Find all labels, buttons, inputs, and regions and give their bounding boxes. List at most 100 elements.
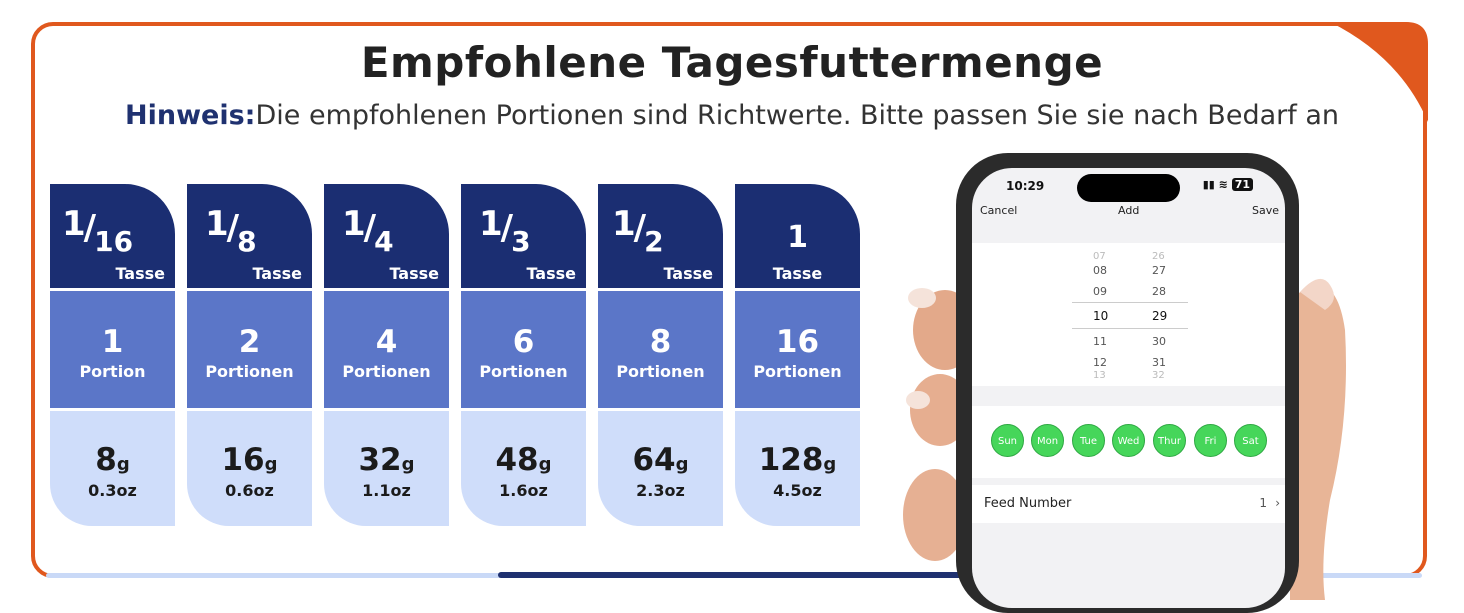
grams-value: 64g [632, 442, 689, 478]
time-picker[interactable]: 07 08 09 10 11 12 13 26 27 28 29 30 31 3… [972, 243, 1285, 386]
minute-option[interactable]: 32 [1152, 370, 1165, 381]
portion-cell: 16 Portionen [735, 291, 860, 408]
cup-fraction: 1/3 [479, 204, 531, 258]
cancel-button[interactable]: Cancel [980, 204, 1018, 217]
day-toggle-tue[interactable]: Tue [1072, 424, 1105, 457]
day-toggle-wed[interactable]: Wed [1112, 424, 1145, 457]
grams-value: 128g [758, 442, 837, 478]
status-icons: ▮▮ ≋ 71 [1203, 178, 1253, 191]
serving-column: 1/4 Tasse 4 Portionen 32g 1.1oz [324, 184, 449, 526]
save-button[interactable]: Save [1251, 204, 1279, 217]
picker-divider [1072, 302, 1188, 303]
picker-divider [1072, 328, 1188, 329]
cup-fraction: 1/2 [612, 204, 664, 258]
ounces-value: 0.6oz [225, 481, 274, 500]
day-toggle-mon[interactable]: Mon [1031, 424, 1064, 457]
serving-column: 1/3 Tasse 6 Portionen 48g 1.6oz [461, 184, 586, 526]
battery-icon: 71 [1231, 178, 1253, 191]
portion-count: 6 [512, 324, 535, 360]
grams-value: 8g [95, 442, 130, 478]
cup-whole: 1 [787, 220, 808, 255]
minute-option[interactable]: 31 [1152, 356, 1166, 369]
serving-column: 1/2 Tasse 8 Portionen 64g 2.3oz [598, 184, 723, 526]
cup-fraction: 1/16 [62, 204, 134, 258]
portion-cell: 2 Portionen [187, 291, 312, 408]
cup-label: Tasse [389, 264, 439, 283]
ounces-value: 4.5oz [773, 481, 822, 500]
cup-label: Tasse [772, 264, 823, 283]
cup-fraction: 1/8 [205, 204, 257, 258]
cup-label: Tasse [115, 264, 165, 283]
orange-corner-accent [1330, 22, 1428, 122]
weight-cell: 64g 2.3oz [598, 411, 723, 526]
serving-column: 1 Tasse 16 Portionen 128g 4.5oz [735, 184, 860, 526]
dynamic-island [1077, 174, 1180, 202]
grams-value: 48g [495, 442, 552, 478]
portion-label: Portionen [616, 362, 705, 381]
portion-cell: 6 Portionen [461, 291, 586, 408]
weight-cell: 16g 0.6oz [187, 411, 312, 526]
minute-option[interactable]: 26 [1152, 251, 1165, 262]
cup-label: Tasse [663, 264, 713, 283]
hour-option[interactable]: 08 [1093, 264, 1107, 277]
minute-option[interactable]: 27 [1152, 264, 1166, 277]
grams-value: 32g [358, 442, 415, 478]
cup-fraction: 1/4 [342, 204, 394, 258]
hour-option[interactable]: 09 [1093, 285, 1107, 298]
feed-number-label: Feed Number [984, 496, 1072, 511]
feed-number-value: 1 [1259, 496, 1267, 510]
day-toggle-thur[interactable]: Thur [1153, 424, 1186, 457]
portion-cell: 4 Portionen [324, 291, 449, 408]
cup-cell: 1/2 Tasse [598, 184, 723, 288]
portion-count: 4 [375, 324, 398, 360]
hour-option[interactable]: 13 [1093, 370, 1106, 381]
ounces-value: 0.3oz [88, 481, 137, 500]
portion-cell: 1 Portion [50, 291, 175, 408]
day-toggle-fri[interactable]: Fri [1194, 424, 1227, 457]
portion-label: Portionen [342, 362, 431, 381]
status-time: 10:29 [1006, 179, 1045, 193]
cup-cell: 1/16 Tasse [50, 184, 175, 288]
serving-column: 1/8 Tasse 2 Portionen 16g 0.6oz [187, 184, 312, 526]
ounces-value: 1.6oz [499, 481, 548, 500]
portion-label: Portionen [753, 362, 842, 381]
screen-title: Add [1118, 204, 1140, 217]
cup-label: Tasse [252, 264, 302, 283]
portion-count: 16 [775, 324, 820, 360]
minute-option[interactable]: 30 [1152, 335, 1166, 348]
hand-illustration [903, 278, 1346, 600]
portion-count: 2 [238, 324, 261, 360]
portion-label: Portion [79, 362, 146, 381]
day-toggle-sat[interactable]: Sat [1234, 424, 1267, 457]
weight-cell: 48g 1.6oz [461, 411, 586, 526]
minute-option[interactable]: 28 [1152, 285, 1166, 298]
portion-count: 1 [101, 324, 124, 360]
cup-cell: 1 Tasse [735, 184, 860, 288]
hour-selected[interactable]: 10 [1093, 309, 1109, 323]
feed-number-row[interactable]: Feed Number 1 › [972, 485, 1285, 523]
page-title: Empfohlene Tagesfuttermenge [360, 38, 1104, 87]
day-toggle-sun[interactable]: Sun [991, 424, 1024, 457]
chevron-right-icon: › [1275, 496, 1280, 510]
ounces-value: 2.3oz [636, 481, 685, 500]
grams-value: 16g [221, 442, 278, 478]
cup-cell: 1/4 Tasse [324, 184, 449, 288]
cup-cell: 1/8 Tasse [187, 184, 312, 288]
serving-column: 1/16 Tasse 1 Portion 8g 0.3oz [50, 184, 175, 526]
weekday-selector: Sun Mon Tue Wed Thur Fri Sat [972, 406, 1285, 478]
hour-option[interactable]: 11 [1093, 335, 1107, 348]
bottom-accent-dark [498, 572, 1288, 578]
minute-selected[interactable]: 29 [1152, 309, 1168, 323]
portion-cell: 8 Portionen [598, 291, 723, 408]
weight-cell: 8g 0.3oz [50, 411, 175, 526]
weight-cell: 128g 4.5oz [735, 411, 860, 526]
weight-cell: 32g 1.1oz [324, 411, 449, 526]
portion-label: Portionen [205, 362, 294, 381]
cup-label: Tasse [526, 264, 576, 283]
signal-icon: ▮▮ ≋ [1202, 178, 1232, 191]
ounces-value: 1.1oz [362, 481, 411, 500]
hour-option[interactable]: 12 [1093, 356, 1107, 369]
cup-cell: 1/3 Tasse [461, 184, 586, 288]
hour-option[interactable]: 07 [1093, 251, 1106, 262]
note-line: Hinweis:Die empfohlenen Portionen sind R… [0, 100, 1464, 131]
